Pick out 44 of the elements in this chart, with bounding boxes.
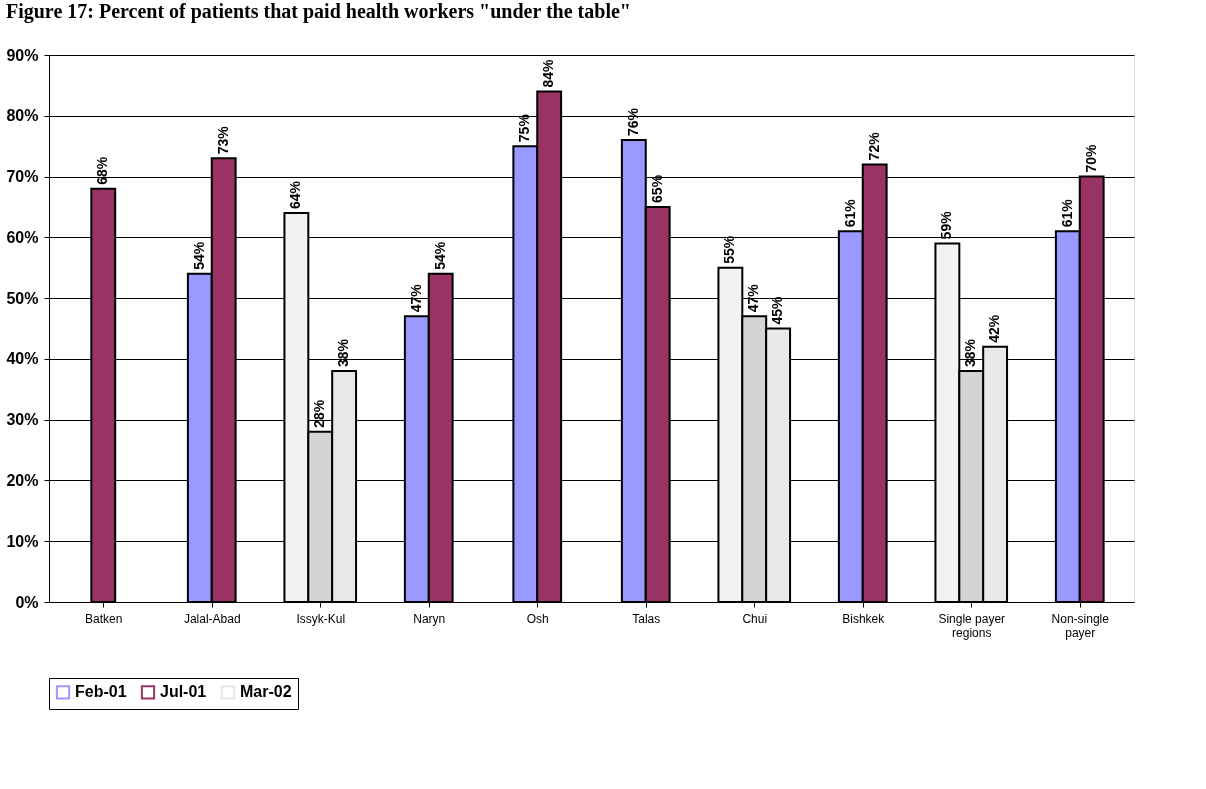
legend-label: Jul-01	[160, 683, 207, 701]
y-tick-label: 50%	[6, 289, 39, 307]
data-label: 28%	[311, 399, 328, 428]
data-label: 73%	[214, 125, 231, 155]
x-tick-label: Osh	[526, 611, 549, 626]
y-tick-label: 30%	[6, 411, 39, 429]
x-tick-label: Talas	[632, 611, 661, 626]
x-tick-label: Non-single payer	[1051, 611, 1110, 640]
chart-title: Figure 17: Percent of patients that paid health workers "under the table"	[5, 0, 631, 23]
data-label: 61%	[841, 198, 858, 228]
y-tick-label: 90%	[6, 46, 39, 64]
data-label: 61%	[1058, 198, 1075, 228]
y-tick-label: 60%	[6, 228, 39, 246]
data-label: 75%	[516, 113, 533, 143]
y-tick-label: 10%	[6, 532, 39, 550]
data-label: 47%	[745, 283, 762, 313]
data-label: 70%	[1082, 143, 1099, 173]
y-tick-label: 40%	[6, 350, 39, 368]
data-label: 65%	[648, 174, 665, 203]
data-label: 64%	[287, 180, 304, 210]
y-tick-label: 70%	[6, 168, 39, 186]
y-tick-label: 0%	[15, 593, 39, 611]
x-tick-label: Single payer regions	[938, 611, 1006, 640]
legend-label: Feb-01	[75, 683, 127, 701]
data-label: 38%	[335, 338, 352, 368]
x-tick-label: Naryn	[413, 611, 446, 626]
data-label: 72%	[865, 131, 882, 161]
y-tick-label: 20%	[6, 471, 39, 489]
x-tick-label: Bishkek	[842, 611, 886, 626]
data-label: 38%	[962, 338, 979, 368]
x-tick-label: Batken	[85, 611, 123, 626]
data-label: 45%	[769, 295, 786, 325]
data-label: 68%	[94, 156, 111, 185]
data-label: 47%	[407, 283, 424, 313]
data-label: 55%	[721, 235, 738, 264]
data-label: 42%	[986, 314, 1003, 343]
data-label: 54%	[431, 241, 448, 270]
x-tick-label: Issyk-Kul	[296, 611, 346, 626]
data-label: 84%	[540, 58, 557, 88]
data-label: 54%	[190, 241, 207, 270]
legend-label: Mar-02	[240, 683, 292, 701]
x-tick-label: Chui	[742, 611, 768, 626]
x-tick-label: Jalal-Abad	[183, 611, 241, 626]
y-tick-label: 80%	[6, 107, 39, 125]
